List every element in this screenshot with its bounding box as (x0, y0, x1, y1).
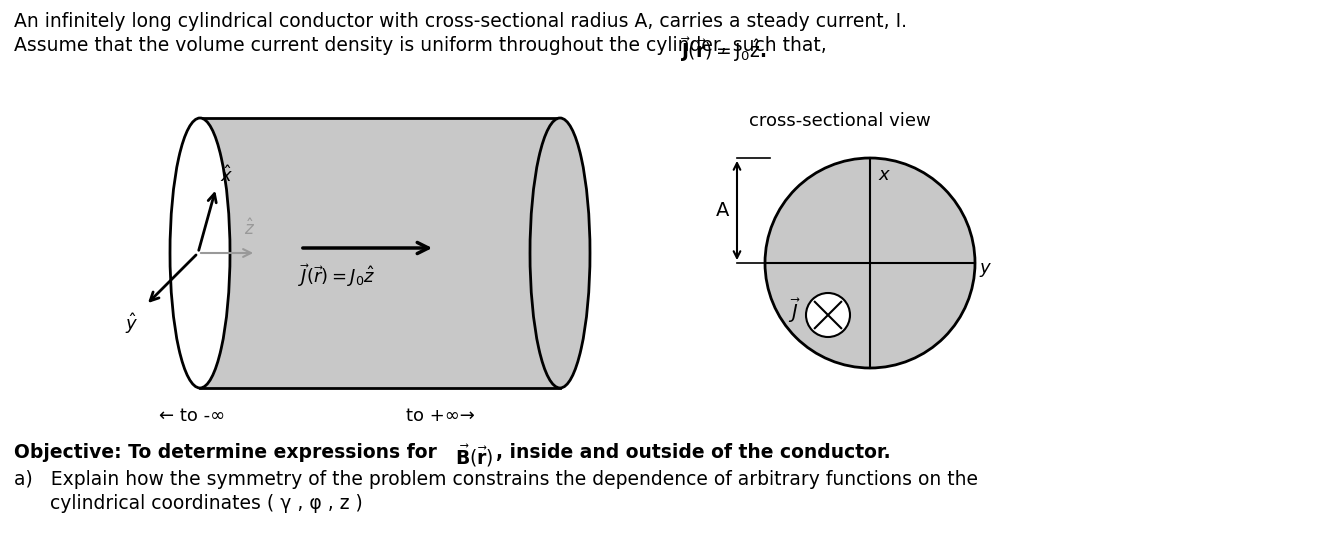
Text: , inside and outside of the conductor.: , inside and outside of the conductor. (496, 443, 891, 462)
Text: $\vec{\mathbf{B}}(\vec{\mathbf{r}})$: $\vec{\mathbf{B}}(\vec{\mathbf{r}})$ (455, 443, 493, 469)
Text: Assume that the volume current density is uniform throughout the cylinder, such : Assume that the volume current density i… (14, 36, 833, 55)
Text: An infinitely long cylindrical conductor with cross-sectional radius A, carries : An infinitely long cylindrical conductor… (14, 12, 907, 31)
Text: cross-sectional view: cross-sectional view (749, 112, 931, 130)
Text: $\vec{\mathbf{J}}(\vec{\mathbf{r}}) = \mathrm{J_0\hat{z}}$.: $\vec{\mathbf{J}}(\vec{\mathbf{r}}) = \m… (680, 36, 767, 64)
Circle shape (764, 158, 975, 368)
Text: cylindrical coordinates ( γ , φ , z ): cylindrical coordinates ( γ , φ , z ) (14, 494, 362, 513)
Text: y: y (979, 259, 990, 277)
Text: $\hat{y}$: $\hat{y}$ (125, 311, 138, 336)
Text: Objective: To determine expressions for: Objective: To determine expressions for (14, 443, 449, 462)
Text: $\vec{J}$: $\vec{J}$ (788, 297, 801, 325)
Text: x: x (878, 166, 888, 184)
Text: $\hat{x}$: $\hat{x}$ (220, 165, 233, 186)
Circle shape (807, 293, 850, 337)
Text: $\hat{z}$: $\hat{z}$ (244, 218, 256, 239)
Ellipse shape (170, 118, 231, 388)
Text: A: A (716, 201, 729, 220)
Text: a)   Explain how the symmetry of the problem constrains the dependence of arbitr: a) Explain how the symmetry of the probl… (14, 470, 978, 489)
Text: $\vec{J}(\vec{r}) = J_0\hat{z}$: $\vec{J}(\vec{r}) = J_0\hat{z}$ (298, 262, 376, 289)
Text: to +∞→: to +∞→ (406, 407, 474, 425)
Ellipse shape (530, 118, 590, 388)
Text: ← to -∞: ← to -∞ (159, 407, 225, 425)
Bar (200, 118, 560, 388)
